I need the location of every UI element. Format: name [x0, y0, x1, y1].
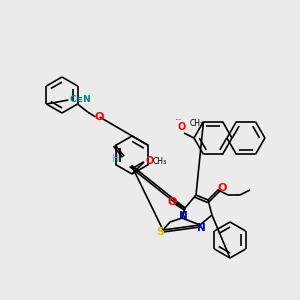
Text: Methoxy: Methoxy — [176, 118, 182, 120]
Text: C≡N: C≡N — [69, 95, 91, 104]
Text: O: O — [167, 197, 177, 207]
Text: CH₃: CH₃ — [190, 118, 204, 127]
Text: S: S — [156, 227, 164, 237]
Text: O: O — [95, 112, 104, 122]
Text: CH₃: CH₃ — [153, 157, 167, 166]
Text: N: N — [178, 211, 188, 221]
Text: ethyl: ethyl — [236, 194, 239, 195]
Text: N: N — [196, 223, 206, 233]
Text: O: O — [178, 122, 186, 132]
Text: O: O — [146, 156, 154, 166]
Text: H: H — [112, 154, 119, 164]
Text: O: O — [217, 183, 227, 193]
